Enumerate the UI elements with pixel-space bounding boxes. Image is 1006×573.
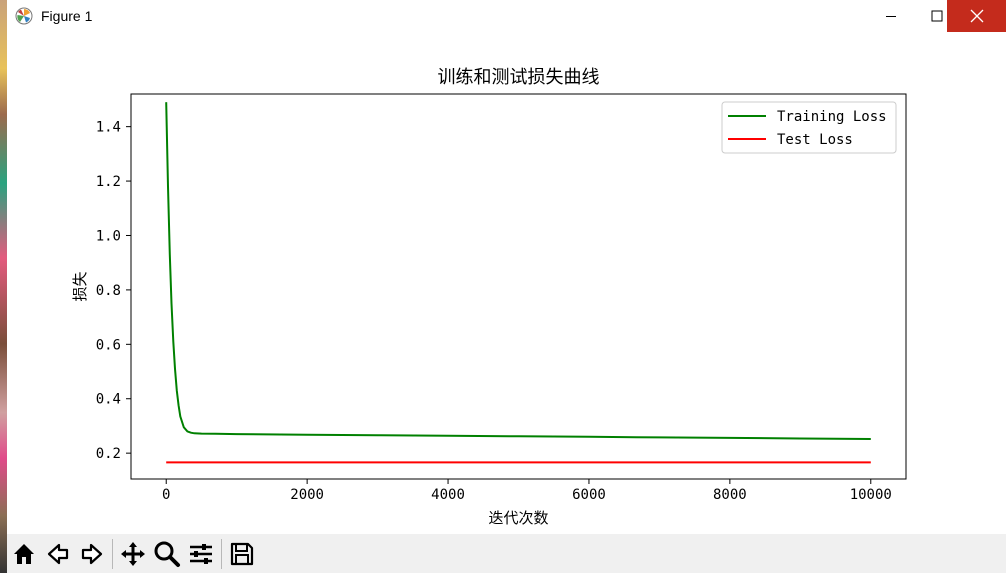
sliders-icon	[190, 543, 212, 564]
zoom-button[interactable]	[150, 537, 184, 571]
configure-button[interactable]	[184, 537, 218, 571]
arrow-right-icon	[81, 543, 103, 564]
legend-box	[721, 101, 897, 154]
move-icon	[121, 541, 145, 566]
window-title: Figure 1	[41, 8, 93, 24]
back-button[interactable]	[41, 537, 75, 571]
minimize-button[interactable]	[868, 0, 914, 32]
x-axis-label: 迭代次数	[488, 509, 548, 527]
zoom-icon	[154, 541, 180, 567]
close-button[interactable]	[947, 0, 1006, 32]
home-icon	[14, 543, 34, 564]
y-tick-label: 0.4	[96, 392, 121, 408]
y-tick-label: 0.8	[96, 283, 121, 299]
save-button[interactable]	[225, 537, 259, 571]
series-line-1	[165, 102, 871, 440]
plot-frame	[130, 93, 907, 480]
x-tick-label: 2000	[290, 487, 324, 503]
maximize-button[interactable]	[914, 0, 960, 32]
y-axis-label: 损失	[71, 271, 89, 301]
x-tick-label: 4000	[431, 487, 465, 503]
toolbar-separator	[112, 538, 113, 569]
close-icon	[970, 9, 983, 23]
toolbar-separator	[221, 538, 222, 569]
matplotlib-logo-icon	[15, 7, 33, 25]
y-tick-label: 1.2	[96, 174, 121, 190]
y-tick-label: 1.4	[96, 120, 121, 136]
maximize-icon	[931, 10, 943, 22]
y-tick-label: 0.6	[96, 337, 121, 353]
pan-button[interactable]	[116, 537, 150, 571]
arrow-left-icon	[47, 543, 69, 564]
desktop-background-strip	[0, 0, 7, 573]
loss-chart: 训练和测试损失曲线 0 2000 4000 6000 8000 10000 0.2 0.4 0.6…	[71, 67, 907, 527]
x-tick-label: 10000	[850, 487, 892, 503]
forward-button[interactable]	[75, 537, 109, 571]
y-tick-label: 0.2	[96, 446, 121, 462]
chart-title: 训练和测试损失曲线	[438, 67, 600, 88]
x-tick-label: 6000	[572, 487, 606, 503]
x-tick-label: 8000	[713, 487, 747, 503]
figure-canvas[interactable]: 训练和测试损失曲线 0 2000 4000 6000 8000 10000 0.2 0.4 0.6…	[7, 32, 1006, 534]
window-title-bar[interactable]: Figure 1	[7, 0, 1006, 32]
legend-label: Test Loss	[777, 132, 853, 148]
home-button[interactable]	[7, 537, 41, 571]
x-tick-label: 0	[162, 487, 170, 503]
legend-label: Training Loss	[777, 109, 887, 125]
navigation-toolbar	[7, 534, 1006, 573]
save-icon	[230, 542, 254, 565]
y-tick-label: 1.0	[96, 228, 121, 244]
minimize-icon	[886, 16, 896, 17]
